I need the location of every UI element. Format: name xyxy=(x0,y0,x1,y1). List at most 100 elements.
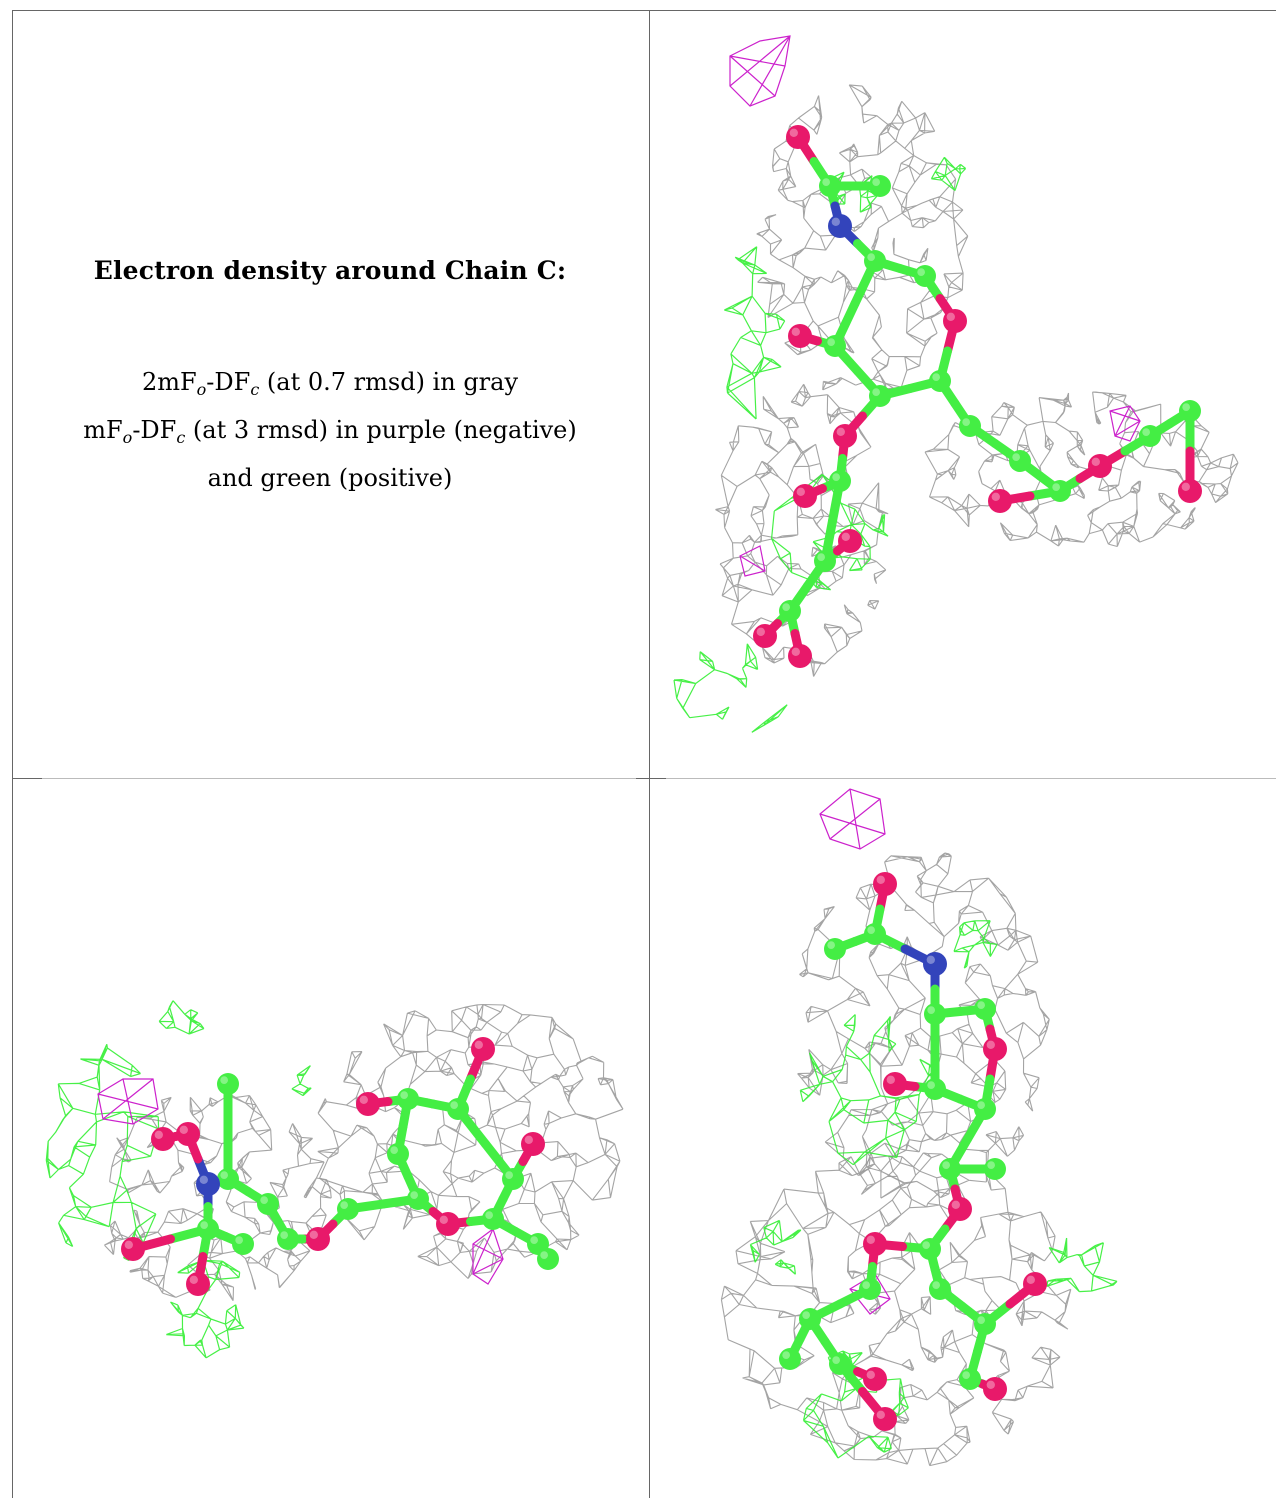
carbon-atom xyxy=(864,923,886,945)
carbon-atom xyxy=(929,370,951,392)
carbon-atom xyxy=(974,1098,996,1120)
nitrogen-atom xyxy=(923,952,947,976)
gray-mesh-right xyxy=(924,391,1239,548)
carbon-atom xyxy=(337,1198,359,1220)
nitrogen-atom xyxy=(828,214,852,238)
oxygen-atom xyxy=(983,1377,1007,1401)
legend-lines: 2mFo-DFc (at 0.7 rmsd) in gray mFo-DFc (… xyxy=(12,362,648,498)
oxygen-atom xyxy=(1023,1272,1047,1296)
green-mesh-mid xyxy=(291,1065,312,1097)
purple-mesh-top xyxy=(819,788,886,850)
legend-title: Electron density around Chain C: xyxy=(93,256,567,285)
carbon-atom xyxy=(924,1078,946,1100)
carbon-atom xyxy=(919,1238,941,1260)
green-mesh-small xyxy=(930,156,967,191)
border-middle xyxy=(649,10,650,1498)
carbon-atom xyxy=(869,385,891,407)
carbon-atom xyxy=(829,1353,851,1375)
carbon-atom xyxy=(482,1208,504,1230)
carbon-atom xyxy=(819,175,841,197)
carbon-atom xyxy=(914,265,936,287)
nitrogen-atom xyxy=(196,1172,220,1196)
carbon-atom xyxy=(924,1003,946,1025)
oxygen-atom xyxy=(1088,454,1112,478)
oxygen-atom xyxy=(873,1407,897,1431)
carbon-atom xyxy=(197,1218,219,1240)
oxygen-atom xyxy=(863,1367,887,1391)
oxygen-atom xyxy=(838,529,862,553)
oxygen-atom xyxy=(988,489,1012,513)
carbon-atom xyxy=(277,1228,299,1250)
ligand-model-1 xyxy=(753,125,1202,668)
green-mesh-bottom xyxy=(166,1259,245,1359)
carbon-atom xyxy=(1049,480,1071,502)
oxygen-atom xyxy=(983,1037,1007,1061)
carbon-atom xyxy=(824,335,846,357)
oxygen-atom xyxy=(356,1092,380,1116)
purple-mesh-right xyxy=(472,1228,504,1285)
border-row-tick-left xyxy=(12,778,42,779)
carbon-atom xyxy=(407,1188,429,1210)
oxygen-atom xyxy=(788,644,812,668)
oxygen-atom xyxy=(943,309,967,333)
oxygen-atom xyxy=(436,1212,460,1236)
carbon-atom xyxy=(869,175,891,197)
oxygen-atom xyxy=(833,424,857,448)
carbon-atom xyxy=(984,1158,1006,1180)
carbon-atom xyxy=(387,1143,409,1165)
carbon-atom xyxy=(779,1348,801,1370)
oxygen-atom xyxy=(176,1122,200,1146)
oxygen-atom xyxy=(753,624,777,648)
carbon-atom xyxy=(502,1168,524,1190)
density-image-2 xyxy=(45,1000,624,1359)
ligand-model-3 xyxy=(779,872,1047,1431)
purple-mesh-left xyxy=(97,1078,159,1125)
oxygen-atom xyxy=(873,872,897,896)
carbon-atom xyxy=(974,1313,996,1335)
carbon-atom xyxy=(829,470,851,492)
density-view-3 xyxy=(650,779,1276,1498)
green-mesh-left xyxy=(45,1043,160,1262)
border-row-tick-mid xyxy=(636,778,666,779)
carbon-atom xyxy=(257,1193,279,1215)
green-mesh-left xyxy=(749,1219,802,1275)
density-view-2 xyxy=(13,779,649,1498)
carbon-atom xyxy=(929,1278,951,1300)
oxygen-atom xyxy=(521,1132,545,1156)
carbon-atom xyxy=(824,938,846,960)
carbon-atom xyxy=(859,1278,881,1300)
carbon-atom xyxy=(974,998,996,1020)
carbon-atom xyxy=(217,1073,239,1095)
oxygen-atom xyxy=(306,1227,330,1251)
oxygen-atom xyxy=(151,1127,175,1151)
green-mesh-left xyxy=(724,246,786,420)
oxygen-atom xyxy=(186,1272,210,1296)
legend-line-2mfo: 2mFo-DFc (at 0.7 rmsd) in gray xyxy=(141,368,519,399)
carbon-atom xyxy=(1009,450,1031,472)
oxygen-atom xyxy=(788,324,812,348)
oxygen-atom xyxy=(883,1072,907,1096)
green-mesh-upper-right xyxy=(953,920,998,969)
green-mesh-bottom xyxy=(673,643,788,733)
carbon-atom xyxy=(799,1308,821,1330)
green-mesh-right xyxy=(1046,1237,1118,1293)
oxygen-atom xyxy=(786,125,810,149)
density-image-1 xyxy=(673,35,1239,733)
carbon-atom xyxy=(959,415,981,437)
carbon-atom xyxy=(959,1368,981,1390)
density-view-1 xyxy=(650,11,1276,778)
oxygen-atom xyxy=(793,484,817,508)
oxygen-atom xyxy=(1178,479,1202,503)
green-mesh-top xyxy=(158,1000,205,1035)
oxygen-atom xyxy=(121,1237,145,1261)
carbon-atom xyxy=(814,550,836,572)
purple-mesh-right xyxy=(1109,405,1141,442)
carbon-atom xyxy=(232,1233,254,1255)
purple-mesh-left xyxy=(739,545,766,577)
oxygen-atom xyxy=(863,1232,887,1256)
border-left xyxy=(12,10,13,1498)
carbon-atom xyxy=(779,600,801,622)
density-image-3 xyxy=(720,788,1118,1467)
carbon-atom xyxy=(1179,400,1201,422)
